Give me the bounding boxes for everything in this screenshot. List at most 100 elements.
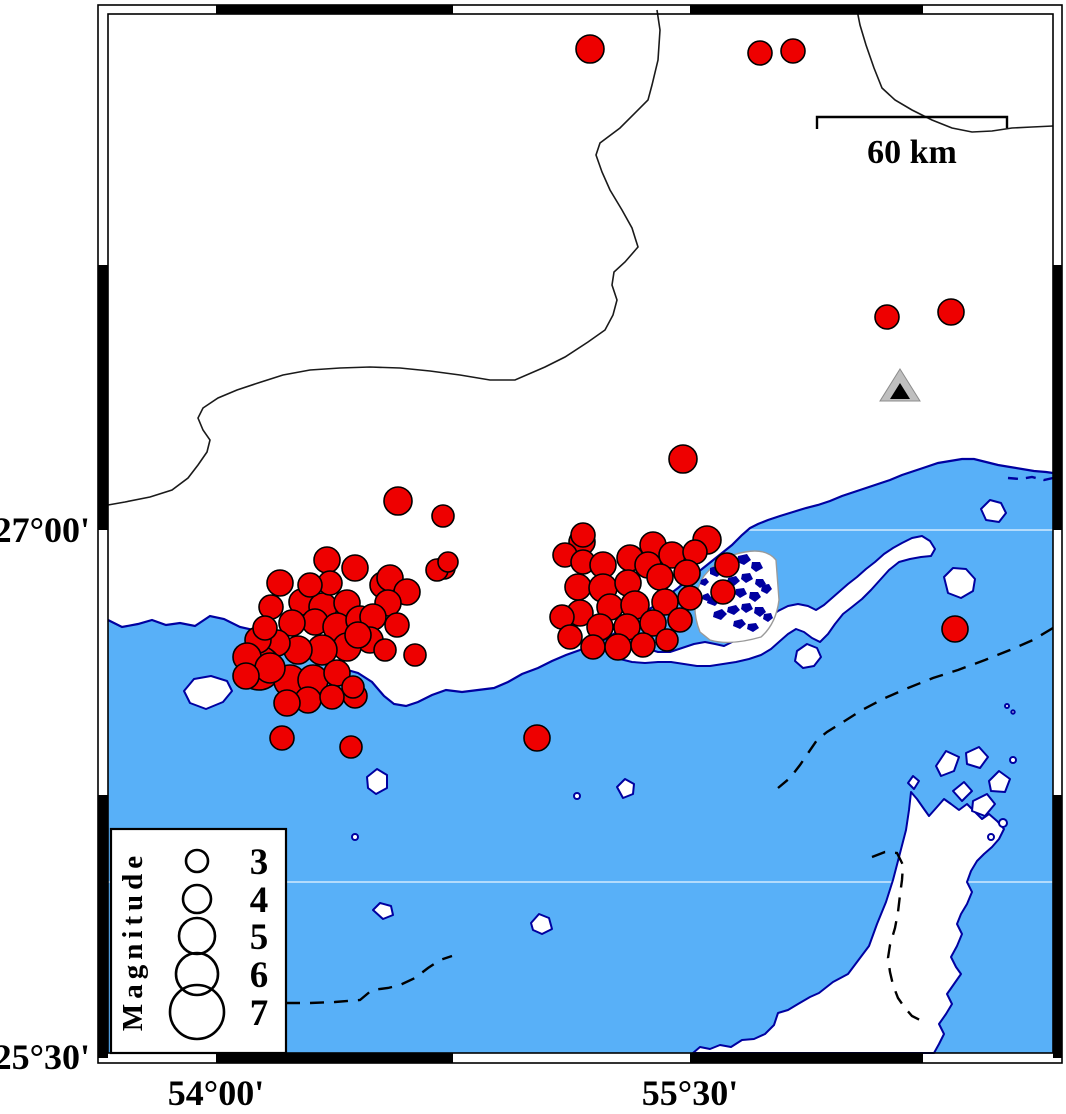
province-border-line xyxy=(107,9,661,506)
larak-island xyxy=(980,499,1007,523)
hengam-island xyxy=(794,643,822,669)
earthquake-marker xyxy=(570,522,596,548)
earthquake-marker xyxy=(604,633,632,661)
earthquake-marker xyxy=(673,559,701,587)
islet xyxy=(1004,703,1010,709)
earthquake-marker xyxy=(655,628,679,652)
maritime-boundary-east xyxy=(777,626,1054,789)
archipelago-islet xyxy=(1009,756,1017,764)
earthquake-marker xyxy=(630,632,656,658)
axis-annotations: 27°00' 25°30' 54°00' 55°30' xyxy=(0,510,738,1113)
legend-magnitude-circle xyxy=(184,848,210,874)
earthquake-marker xyxy=(747,40,773,66)
mangrove-area xyxy=(694,550,780,644)
legend-magnitude-value: 6 xyxy=(250,955,269,996)
earthquake-marker xyxy=(710,579,736,605)
maritime-boundaries xyxy=(286,626,1054,1022)
earthquake-marker xyxy=(564,573,592,601)
earthquake-marker xyxy=(383,486,413,516)
earthquake-marker xyxy=(384,612,410,638)
earthquake-marker xyxy=(278,609,306,637)
archipelago-islet xyxy=(971,793,996,817)
earthquake-marker xyxy=(269,725,295,751)
map-frame xyxy=(97,4,1063,1064)
archipelago-islet xyxy=(965,746,989,769)
archipelago-islet xyxy=(952,781,973,802)
earthquake-marker xyxy=(403,643,427,667)
islet xyxy=(1010,709,1016,715)
legend-magnitude-value: 4 xyxy=(250,880,269,921)
earthquake-marker xyxy=(937,298,965,326)
earthquake-marker xyxy=(319,684,345,710)
islet xyxy=(573,792,581,800)
legend-magnitude-value: 7 xyxy=(250,993,269,1034)
earthquake-marker xyxy=(575,34,605,64)
oman-uae-border xyxy=(871,850,921,1022)
legend-magnitude-circle xyxy=(181,883,213,915)
maritime-boundary-west xyxy=(286,954,453,1005)
earthquake-marker xyxy=(297,572,323,598)
islet xyxy=(351,833,359,841)
earthquake-marker xyxy=(339,735,363,759)
earthquake-marker xyxy=(437,551,459,573)
forur-island xyxy=(366,768,388,795)
musandam-peninsula-layer xyxy=(692,746,1017,1054)
coastal-boundary-dashed xyxy=(1007,475,1054,482)
frame-black-segments xyxy=(98,5,1062,1063)
earthquake-marker xyxy=(639,609,667,637)
lat-label-2530: 25°30' xyxy=(0,1037,90,1077)
station-triangle-inner xyxy=(890,383,910,399)
earthquake-marker xyxy=(557,624,583,650)
scale-bar: 60 km xyxy=(815,115,1009,171)
earthquake-markers xyxy=(232,34,969,759)
earthquake-marker xyxy=(780,38,806,64)
earthquake-marker xyxy=(941,615,969,643)
earthquake-marker xyxy=(580,634,606,660)
musandam-islet xyxy=(907,775,920,790)
earthquake-marker xyxy=(373,638,397,662)
earthquake-marker xyxy=(668,444,698,474)
legend-circles xyxy=(168,848,226,1041)
scale-bar-label: 60 km xyxy=(867,134,957,171)
archipelago-islet xyxy=(935,750,960,777)
legend-magnitude-circle xyxy=(174,951,220,997)
earthquake-marker xyxy=(431,504,455,528)
archipelago-islet xyxy=(998,818,1008,828)
earthquake-marker xyxy=(232,662,260,690)
station-marker xyxy=(879,368,921,402)
earthquake-marker xyxy=(273,689,301,717)
island-mid xyxy=(616,778,635,799)
earthquake-marker xyxy=(677,585,703,611)
lon-label-5530: 55°30' xyxy=(642,1073,738,1113)
land-borders xyxy=(107,9,1054,506)
earthquake-marker xyxy=(646,563,674,591)
kish-island xyxy=(183,675,233,710)
sirri-island xyxy=(530,913,553,935)
earthquake-marker xyxy=(714,552,740,578)
lon-label-5400: 54°00' xyxy=(168,1073,264,1113)
earthquake-marker xyxy=(252,615,278,641)
earthquake-marker xyxy=(667,607,693,633)
legend-title: Magnitude xyxy=(117,851,149,1031)
legend-magnitude-value: 3 xyxy=(250,842,269,883)
sea xyxy=(108,459,1053,1053)
province-border-line-ne xyxy=(856,9,1054,133)
scale-bar-bracket xyxy=(815,115,1009,129)
archipelago-islet xyxy=(987,833,995,841)
earthquake-marker xyxy=(341,675,365,699)
musandam-peninsula xyxy=(692,791,1005,1054)
legend-magnitude-value: 5 xyxy=(250,917,269,958)
hormuz-island xyxy=(943,567,976,599)
archipelago-islet xyxy=(988,770,1011,793)
frame-outer xyxy=(97,4,1063,1064)
legend-box xyxy=(109,827,288,1055)
earthquake-marker xyxy=(344,621,372,649)
earthquake-marker xyxy=(874,304,900,330)
earthquake-marker xyxy=(341,554,369,582)
lat-label-27: 27°00' xyxy=(0,510,90,550)
earthquake-marker xyxy=(313,546,341,574)
frame-inner xyxy=(107,13,1054,1054)
